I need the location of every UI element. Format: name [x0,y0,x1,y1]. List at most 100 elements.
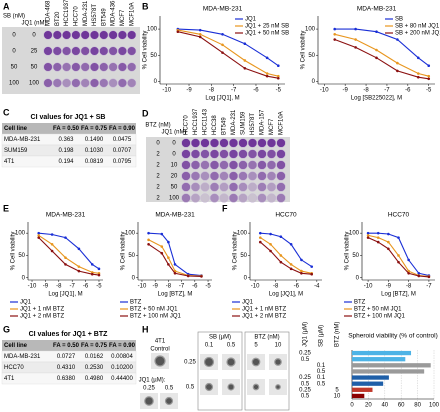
well [238,193,248,203]
table-cell: 0.0475 [113,137,132,143]
x-tick-label: -8 [363,88,369,94]
well [190,193,201,203]
table-header-bg [2,123,136,134]
x-tick-label: -5 [96,284,102,290]
row-label: 0.5 [317,381,326,387]
cell-line: MDA-231 [83,0,89,26]
data-point [147,238,150,242]
x-tick-label: -9 [153,284,159,290]
row-value: 2 [156,196,160,202]
label: Control [150,347,169,353]
row-value: 2 [156,152,160,158]
well [89,46,100,56]
cell-line: MCF10A [279,111,285,135]
legend-label: SB + 200 nM JQ1 [395,31,440,37]
well [190,160,201,170]
well [127,30,137,40]
x-tick-label: -7 [70,284,76,290]
table-row-bg [1,155,137,168]
well [190,171,201,181]
well [71,30,81,40]
table-header: FA = 0.90 [109,343,136,349]
legend-label: JQ1 + 2 nM BTZ [242,314,287,320]
x-tick-label: -10 [320,88,329,94]
well [80,78,90,88]
series-line [260,232,312,268]
series-line [334,28,430,67]
data-point [417,274,421,278]
well [228,138,239,148]
well [247,149,258,159]
well [266,138,277,148]
data-point [396,69,399,73]
x-tick-label: -8 [166,284,172,290]
table-cell: MDA-MB-231 [4,354,41,360]
data-point [269,232,272,236]
table-cell: 0.0795 [113,159,132,165]
data-point [354,38,357,41]
well [228,193,239,203]
well [247,160,258,170]
well [71,62,81,72]
well [276,193,286,203]
x-tick-label: -7 [179,284,185,290]
table-header: FA = 0.50 [53,343,80,349]
row-value: 10 [171,163,178,169]
cell-line: BT549 [222,117,228,135]
data-point [310,265,314,268]
table-cell: 0.10200 [111,365,133,371]
well [190,149,201,159]
data-point [300,269,303,273]
series-line [259,241,312,275]
row-value: 100 [169,196,180,202]
chart-title: Spheroid viability (% of control) [348,333,438,340]
well [52,62,62,72]
row-value: 0 [156,141,160,147]
x-axis-label: Log [BTZ], M [381,292,416,298]
well [52,30,62,40]
well [117,30,127,40]
x-tick-label: 20 [365,403,372,409]
row-label: 0.25 [299,387,311,393]
cell-line: MDA-468 [46,0,52,26]
row-value: 0 [32,33,36,39]
well [200,138,210,148]
well [200,160,210,170]
data-point [333,33,337,36]
data-point [427,275,431,279]
spheroid [252,383,260,391]
table-cell: 0.6380 [57,376,76,382]
x-axis-label: Log [BTZ], M [158,292,193,298]
row-header: JQ1 (nM) [21,21,46,27]
data-point [375,30,378,33]
y-tick-label: 0 [132,275,136,281]
data-point [221,51,224,54]
row-header: BTZ (nM) [145,123,170,129]
data-point [50,249,54,253]
y-tick-label: 50 [150,53,157,59]
table-cell: 0.4310 [57,365,76,371]
data-point [64,256,67,259]
well [89,78,100,88]
data-point [279,235,283,239]
data-point [417,272,421,275]
x-tick-label: -4 [314,284,320,290]
chart-title: HCC70 [275,212,297,219]
well [52,78,62,88]
data-point [50,233,54,236]
plate-bg [146,137,290,202]
data-point [64,263,67,266]
legend-label: JQ1 + 2 nM BTZ [20,314,65,320]
well [200,149,210,159]
data-point [397,236,400,239]
x-tick-label: -5 [426,88,432,94]
y-tick-label: 50 [308,53,315,59]
x-tick-label: -10 [162,88,171,94]
well [181,171,191,181]
legend-label: BTZ + 50 nM JQ1 [354,307,402,313]
row-header: BTZ (nM) [335,322,341,347]
data-point [160,232,164,236]
y-tick-label: 100 [15,231,26,237]
table-row-bg [1,372,137,385]
